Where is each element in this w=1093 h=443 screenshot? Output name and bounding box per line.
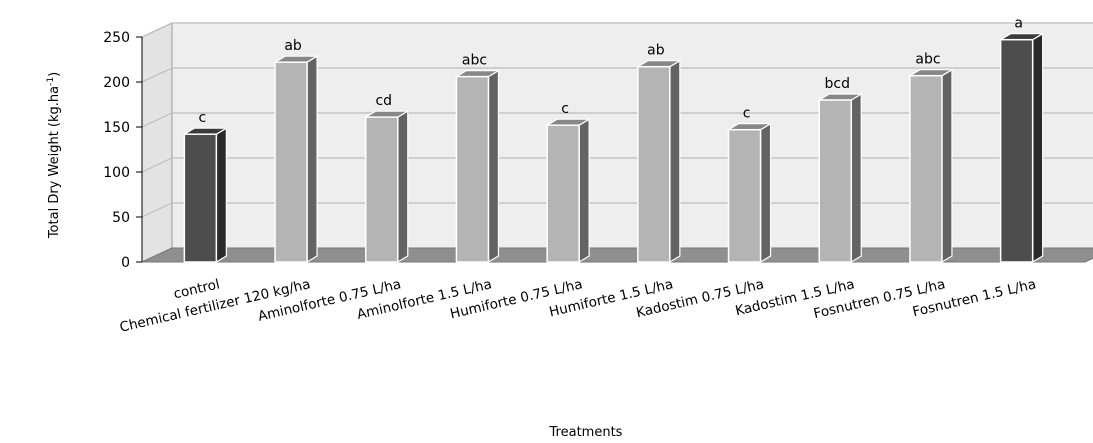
bar-front [818, 99, 852, 263]
y-axis-title: Total Dry Weight (kg.ha-1) [46, 72, 62, 239]
bar-side [850, 92, 862, 264]
bar-front [274, 61, 308, 263]
data-label: ab [647, 43, 665, 59]
gridline [141, 112, 1093, 128]
bar-side [215, 127, 227, 264]
bar [454, 69, 501, 264]
data-label: c [743, 106, 751, 122]
bar-front [909, 74, 943, 263]
bar-front [183, 133, 218, 263]
bar [182, 127, 229, 264]
data-label: abc [462, 53, 487, 69]
bar [817, 92, 864, 264]
bar [998, 32, 1045, 264]
bar-front [999, 38, 1034, 263]
bar-front [727, 128, 762, 263]
bar-front [455, 75, 490, 263]
bar [907, 68, 955, 264]
bar-side [578, 118, 590, 264]
bar-front [365, 116, 399, 263]
data-label: ab [284, 38, 302, 54]
y-axis: 0 50 100 150 200 250 [103, 30, 143, 271]
gridline [141, 22, 1093, 38]
bar-side [669, 59, 681, 264]
data-label: bcd [825, 76, 850, 92]
gridline [141, 202, 1093, 218]
gridline [141, 157, 1093, 173]
side-wall [141, 22, 173, 263]
bar [726, 122, 773, 264]
gridlines [141, 22, 1093, 218]
y-tick-label: 250 [103, 30, 130, 46]
bar [544, 118, 592, 264]
x-axis-title: Treatments [549, 425, 623, 440]
bar-side [397, 110, 409, 264]
y-tick-label: 100 [103, 165, 130, 181]
gridline [141, 67, 1093, 83]
y-tick-label: 0 [121, 255, 130, 271]
y-tick-label: 50 [112, 210, 130, 226]
bar-side [487, 69, 500, 264]
bar-side [306, 55, 318, 264]
bar [272, 55, 320, 264]
bars [182, 32, 1045, 264]
data-label: c [198, 110, 206, 126]
bar-front [637, 65, 671, 263]
y-tick-label: 200 [103, 75, 130, 91]
bar [635, 59, 683, 264]
data-label: cd [375, 93, 392, 109]
bar-side [941, 68, 953, 264]
bar [363, 110, 410, 264]
bar-side [759, 122, 772, 264]
bar-side [1032, 32, 1044, 264]
data-label: abc [915, 52, 940, 68]
bar-front [546, 124, 580, 263]
data-label: a [1014, 16, 1023, 32]
y-tick-label: 150 [103, 120, 130, 136]
data-label: c [561, 101, 569, 117]
